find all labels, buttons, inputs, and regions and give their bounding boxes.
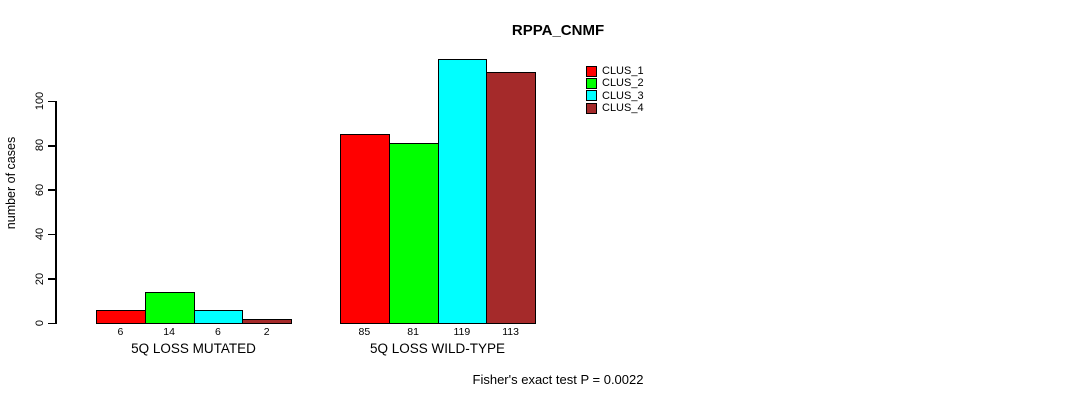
y-tick-label: 0 xyxy=(34,319,46,327)
legend-swatch-icon xyxy=(586,90,597,102)
annotation-text: Fisher's exact test P = 0.0022 xyxy=(472,372,644,387)
y-axis-line xyxy=(55,101,57,324)
y-tick-label: 100 xyxy=(34,91,46,111)
legend-label: CLUS_1 xyxy=(602,65,644,78)
bar-clus_4-group1 xyxy=(242,318,292,325)
legend: CLUS_1 CLUS_2 CLUS_3 CLUS_4 xyxy=(586,65,644,114)
y-tick-label: 20 xyxy=(34,272,46,285)
bar-clus_1-group2 xyxy=(340,134,390,325)
bar-value-label: 14 xyxy=(163,325,175,338)
legend-item-clus_4: CLUS_4 xyxy=(586,102,644,114)
bar-clus_1-group1 xyxy=(96,309,146,325)
bar-value-label: 119 xyxy=(453,325,471,338)
y-tick-label: 60 xyxy=(34,183,46,196)
legend-swatch-icon xyxy=(586,102,597,114)
legend-item-clus_1: CLUS_1 xyxy=(586,65,644,77)
legend-swatch-icon xyxy=(586,65,597,77)
y-tick-label: 40 xyxy=(34,228,46,241)
legend-label: CLUS_2 xyxy=(602,77,644,90)
legend-label: CLUS_3 xyxy=(602,89,644,102)
bar-clus_4-group2 xyxy=(486,72,536,325)
bar-value-label: 6 xyxy=(117,325,124,338)
y-tick-label: 80 xyxy=(34,139,46,152)
y-axis-tick xyxy=(48,189,55,191)
legend-label: CLUS_4 xyxy=(602,102,644,115)
legend-item-clus_2: CLUS_2 xyxy=(586,77,644,89)
bar-value-label: 2 xyxy=(263,325,270,338)
y-axis-tick xyxy=(48,322,55,325)
category-label: 5Q LOSS MUTATED xyxy=(131,341,256,356)
chart-title: RPPA_CNMF xyxy=(511,22,605,39)
y-axis-tick xyxy=(48,233,55,236)
bar-clus_3-group2 xyxy=(437,58,488,325)
y-axis-tick xyxy=(48,278,55,280)
legend-item-clus_3: CLUS_3 xyxy=(586,90,644,102)
category-label: 5Q LOSS WILD-TYPE xyxy=(369,341,506,356)
bar-clus_2-group2 xyxy=(388,143,439,325)
bar-value-label: 85 xyxy=(358,325,371,338)
y-axis-tick xyxy=(48,100,55,103)
bar-clus_2-group1 xyxy=(144,291,195,325)
y-axis-label: number of cases xyxy=(4,136,18,230)
legend-swatch-icon xyxy=(586,77,597,89)
bar-value-label: 6 xyxy=(214,325,221,338)
bar-value-label: 113 xyxy=(502,325,519,338)
bar-value-label: 81 xyxy=(407,325,419,338)
y-axis-tick xyxy=(48,144,55,147)
bar-clus_3-group1 xyxy=(193,309,244,325)
